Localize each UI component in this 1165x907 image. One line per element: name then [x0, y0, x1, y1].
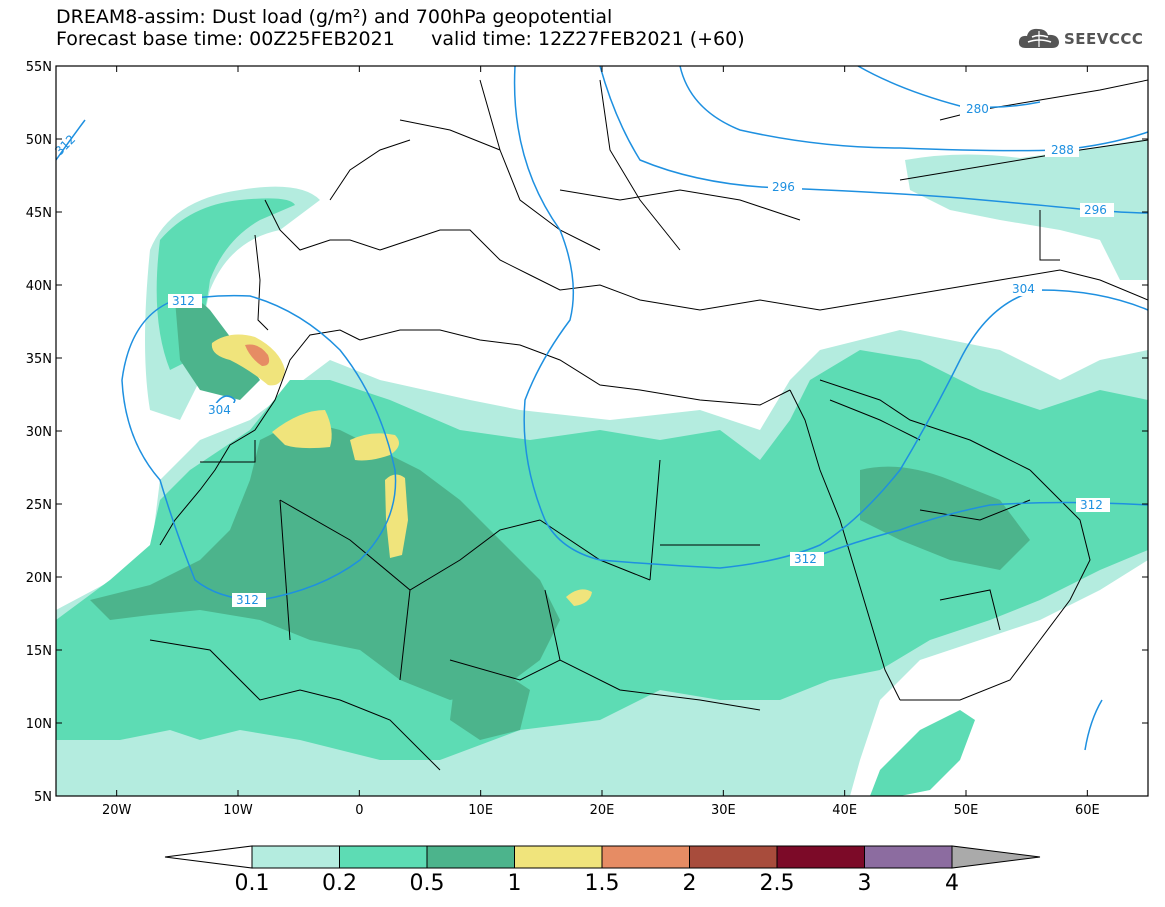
dust-fill-dark	[450, 670, 530, 740]
lat-label: 30N	[26, 425, 52, 440]
contour-label: 296	[772, 180, 795, 194]
longitude-axis: 20W 10W 0 10E 20E 30E 40E 50E 60E	[102, 66, 1100, 818]
dust-fill-dark	[90, 420, 560, 700]
logo-text: SEEVCCC	[1064, 30, 1144, 48]
lon-label: 40E	[832, 803, 857, 818]
lon-label: 30E	[711, 803, 736, 818]
dust-fill-yellow	[211, 334, 285, 386]
base-time-label: Forecast base time: 00Z25FEB2021	[56, 28, 395, 50]
lon-label: 0	[355, 803, 363, 818]
legend-swatch	[514, 845, 603, 869]
contour-label: 312	[236, 593, 259, 607]
lon-label: 10W	[223, 803, 253, 818]
dust-fill-yellow	[272, 410, 332, 449]
lat-label: 20N	[26, 571, 52, 586]
legend-swatch	[251, 845, 340, 869]
legend-swatch	[339, 845, 428, 869]
contour-label: 288	[1051, 143, 1074, 157]
title-block: DREAM8-assim: Dust load (g/m²) and 700hP…	[56, 6, 745, 50]
legend-label: 3	[858, 871, 872, 896]
country-borders	[149, 79, 1148, 771]
contour-label: 312	[172, 294, 195, 308]
map-title: DREAM8-assim: Dust load (g/m²) and 700hP…	[56, 6, 613, 28]
legend-label: 4	[945, 871, 959, 896]
lat-label: 50N	[26, 133, 52, 148]
lon-label: 10E	[468, 803, 493, 818]
legend-label: 2	[683, 871, 697, 896]
legend-label: 0.5	[410, 871, 445, 896]
dust-fill-orange	[245, 344, 270, 366]
dust-fill-dark	[860, 466, 1030, 570]
lat-label: 10N	[26, 717, 52, 732]
contour-label: 312	[794, 552, 817, 566]
dust-layer	[56, 140, 1148, 796]
legend-swatch	[601, 845, 690, 869]
dust-fill-medium	[870, 710, 975, 796]
contour-312	[121, 294, 397, 601]
legend-label: 1	[508, 871, 522, 896]
map-subtitle: Forecast base time: 00Z25FEB2021 valid t…	[56, 28, 745, 50]
lon-label: 60E	[1075, 803, 1100, 818]
lon-label: 20E	[590, 803, 615, 818]
dust-fill-light	[905, 140, 1148, 280]
contour-288	[679, 66, 1148, 152]
legend-swatch	[951, 845, 1041, 869]
latitude-axis: 55N 50N 45N 40N 35N 30N 25N 20N 15N 10N 5N	[26, 60, 1148, 805]
legend-swatch	[164, 845, 253, 869]
legend-label: 2.5	[760, 871, 795, 896]
lat-label: 15N	[26, 644, 52, 659]
lat-label: 25N	[26, 498, 52, 513]
legend-swatch	[426, 845, 515, 869]
valid-time-label: valid time: 12Z27FEB2021 (+60)	[431, 28, 745, 50]
contour-label: 304	[1012, 282, 1035, 296]
contour-312-nw	[56, 119, 86, 161]
contour-312-se	[1084, 699, 1103, 751]
legend-swatch	[864, 845, 953, 869]
legend-label: 0.2	[322, 871, 357, 896]
contour-label: 296	[1084, 203, 1107, 217]
cloud-globe-icon	[1018, 28, 1059, 48]
contour-304	[513, 66, 1148, 569]
lat-label: 5N	[34, 790, 52, 805]
legend-swatch	[776, 845, 865, 869]
contour-label: 304	[208, 403, 231, 417]
seevccc-logo: SEEVCCC	[1018, 26, 1143, 52]
lat-label: 45N	[26, 206, 52, 221]
contour-280	[857, 66, 1041, 109]
contour-label: 280	[966, 102, 989, 116]
lon-label: 20W	[102, 803, 132, 818]
dust-fill-yellow	[385, 474, 408, 558]
lon-label: 50E	[954, 803, 979, 818]
lat-label: 55N	[26, 60, 52, 75]
lat-label: 40N	[26, 279, 52, 294]
color-legend: 0.1 0.2 0.5 1 1.5 2 2.5 3 4	[164, 845, 1041, 896]
lat-label: 35N	[26, 352, 52, 367]
legend-label: 1.5	[585, 871, 620, 896]
dust-fill-yellow	[566, 589, 592, 606]
legend-label: 0.1	[235, 871, 270, 896]
legend-swatch	[689, 845, 778, 869]
contour-label: 312	[1080, 498, 1103, 512]
